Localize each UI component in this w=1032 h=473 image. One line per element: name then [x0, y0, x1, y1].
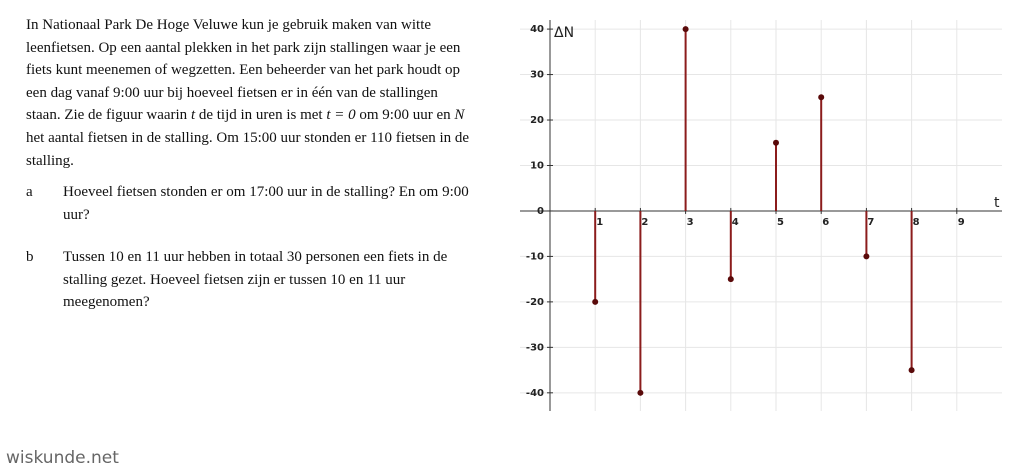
question-text: Tussen 10 en 11 uur hebben in totaal 30 … [63, 249, 448, 311]
y-tick-label: 0 [537, 206, 544, 217]
stem-dot [863, 253, 870, 260]
x-tick-label: 5 [777, 217, 784, 228]
y-tick-label: 10 [530, 160, 544, 171]
intro: In Nationaal Park De Hoge Veluwe kun je … [26, 14, 474, 172]
intro-text: het aantal fietsen in de stalling. Om 15… [26, 129, 470, 169]
x-tick-label: 6 [822, 217, 829, 228]
x-tick-label: 2 [641, 217, 648, 228]
stem-dot [818, 94, 825, 101]
x-tick-label: 8 [913, 217, 920, 228]
x-axis-label: t [994, 195, 1000, 211]
y-tick-label: 40 [530, 24, 544, 35]
stem-dot [773, 139, 779, 146]
y-tick-label: -30 [526, 342, 544, 353]
intro-var: t [190, 107, 196, 124]
question-label: b [26, 249, 34, 265]
x-tick-label: 3 [687, 217, 694, 228]
intro-var: N [454, 107, 465, 124]
stem-dot [592, 298, 599, 305]
y-tick-label: -40 [526, 388, 544, 399]
x-tick-label: 1 [596, 217, 603, 228]
y-tick-label: -10 [526, 251, 544, 262]
intro-text: de tijd in uren is met [195, 107, 327, 124]
y-tick-label: -20 [526, 297, 544, 308]
x-tick-label: 4 [732, 217, 739, 228]
stem-dot [727, 276, 734, 283]
x-tick-label: 7 [867, 217, 874, 228]
y-axis-label: ΔN [554, 25, 574, 41]
footer: wiskunde.net [6, 448, 119, 468]
y-tick-label: 20 [530, 115, 544, 126]
intro-text: In Nationaal Park De Hoge Veluwe kun je … [26, 17, 461, 124]
x-tick-label: 9 [958, 217, 965, 228]
stem-dot [908, 367, 915, 374]
question-text: Hoeveel fietsen stonden er om 17:00 uur … [63, 184, 469, 223]
stem-dot [637, 389, 644, 396]
stem-dot [682, 26, 689, 33]
question-label: a [26, 184, 33, 200]
y-tick-label: 30 [530, 70, 544, 81]
intro-text: om 9:00 uur en [355, 107, 455, 124]
intro-math: t = 0 [326, 107, 356, 124]
